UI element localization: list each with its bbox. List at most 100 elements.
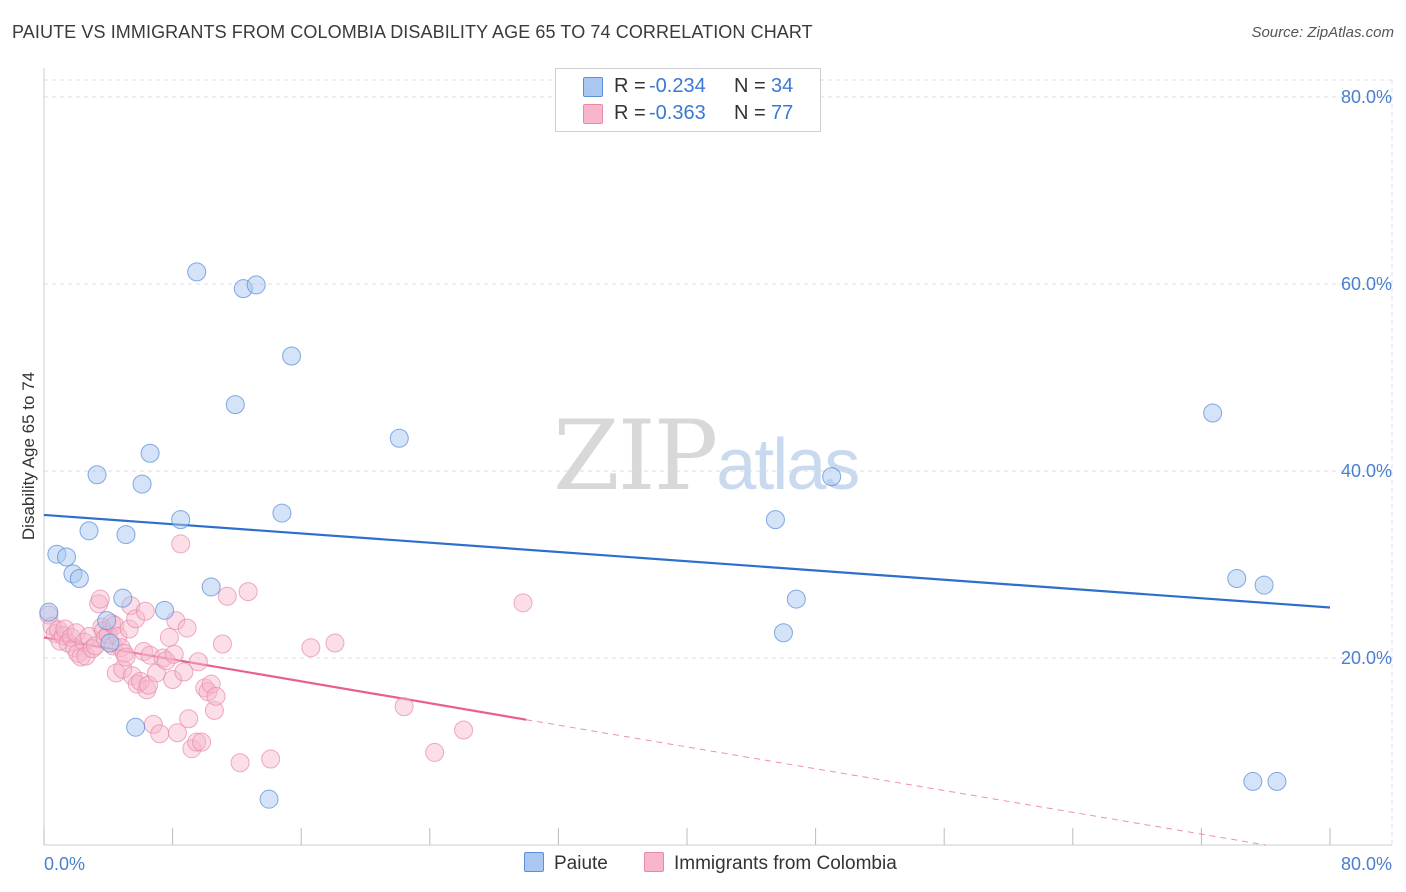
point-colombia (206, 686, 226, 706)
point-paiute (1254, 575, 1274, 595)
point-colombia (68, 643, 88, 663)
point-colombia (217, 586, 237, 606)
legend-r-value: -0.234 (649, 75, 706, 97)
point-colombia (238, 582, 258, 602)
point-colombia (76, 646, 96, 666)
point-colombia (159, 627, 179, 647)
point-colombia (201, 674, 221, 694)
point-colombia (167, 723, 187, 743)
point-colombia (171, 534, 191, 554)
legend-n-label: N = (734, 102, 766, 124)
point-colombia (230, 753, 250, 773)
bottom-legend-colombia: Immigrants from Colombia (644, 852, 897, 875)
point-colombia (212, 634, 232, 654)
point-paiute (126, 717, 146, 737)
point-paiute (155, 600, 175, 620)
point-paiute (765, 510, 785, 530)
point-colombia (126, 609, 146, 629)
x-tick-label: 80.0% (1341, 854, 1392, 874)
point-paiute (225, 395, 245, 415)
legend: R = -0.234 N = 34 R = -0.363 N = 77 (555, 68, 821, 132)
point-paiute (39, 602, 59, 622)
trend-lines (43, 513, 1331, 846)
point-colombia (182, 739, 202, 759)
chart-title: PAIUTE VS IMMIGRANTS FROM COLOMBIA DISAB… (12, 22, 813, 42)
bottom-legend-paiute: Paiute (524, 852, 608, 875)
point-colombia (454, 720, 474, 740)
legend-n-value: 34 (771, 75, 794, 97)
point-paiute (69, 569, 89, 589)
y-axis-label: Disability Age 65 to 74 (19, 372, 38, 540)
watermark: ZIPatlas (553, 400, 860, 512)
point-colombia (188, 652, 208, 672)
point-paiute (100, 633, 120, 653)
point-paiute (116, 525, 136, 545)
trend-line-paiute (43, 513, 1331, 609)
point-paiute (1243, 771, 1263, 791)
point-paiute (773, 623, 793, 643)
point-colombia (82, 639, 102, 659)
y-tick-label: 60.0% (1341, 274, 1392, 294)
point-paiute (140, 443, 160, 463)
legend-swatch-colombia (583, 104, 603, 124)
point-paiute (246, 275, 266, 295)
point-colombia (153, 648, 173, 668)
legend-r-label: R = (614, 102, 646, 124)
source-label: Source: ZipAtlas.com (1251, 24, 1394, 41)
point-paiute (171, 510, 191, 530)
point-colombia (106, 663, 126, 683)
point-colombia (394, 697, 414, 717)
point-colombia (174, 662, 194, 682)
point-paiute (822, 467, 842, 487)
point-colombia (261, 749, 281, 769)
point-colombia (164, 644, 184, 664)
point-paiute (282, 346, 302, 366)
point-paiute (132, 474, 152, 494)
point-colombia (113, 659, 133, 679)
point-colombia (187, 732, 207, 752)
point-paiute (786, 589, 806, 609)
point-paiute (389, 428, 409, 448)
point-colombia (513, 593, 533, 613)
point-colombia (325, 633, 345, 653)
point-paiute (1227, 569, 1247, 589)
point-colombia (150, 724, 170, 744)
point-paiute (272, 503, 292, 523)
point-paiute (187, 262, 207, 282)
trend-line-colombia (43, 636, 527, 721)
bottom-legend-label-colombia: Immigrants from Colombia (674, 853, 897, 874)
x-tick-label: 0.0% (44, 854, 85, 874)
point-colombia (192, 732, 212, 752)
point-paiute (1267, 771, 1287, 791)
point-colombia (90, 589, 110, 609)
point-colombia (156, 651, 176, 671)
point-paiute (259, 789, 279, 809)
point-paiute (87, 465, 107, 485)
point-colombia (177, 618, 197, 638)
point-colombia (116, 647, 136, 667)
legend-r-value: -0.363 (649, 102, 706, 124)
point-paiute (97, 611, 117, 631)
legend-n-label: N = (734, 75, 766, 97)
point-colombia (163, 670, 183, 690)
point-colombia (119, 619, 139, 639)
y-tick-label: 40.0% (1341, 461, 1392, 481)
point-colombia (135, 601, 155, 621)
point-paiute (201, 577, 221, 597)
data-points (39, 262, 1287, 809)
legend-swatch-paiute (583, 77, 603, 97)
point-colombia (301, 638, 321, 658)
point-paiute (1203, 403, 1223, 423)
axes (43, 68, 1392, 846)
y-tick-label: 80.0% (1341, 87, 1392, 107)
y-tick-label: 20.0% (1341, 648, 1392, 668)
watermark-atlas: atlas (716, 425, 860, 505)
point-paiute (113, 588, 133, 608)
legend-r-label: R = (614, 75, 646, 97)
watermark-zip: ZIP (553, 400, 718, 512)
bottom-legend-swatch-paiute (524, 852, 544, 872)
point-paiute (57, 547, 77, 567)
trend-line-colombia-extension (526, 719, 1266, 846)
point-paiute (79, 521, 99, 541)
